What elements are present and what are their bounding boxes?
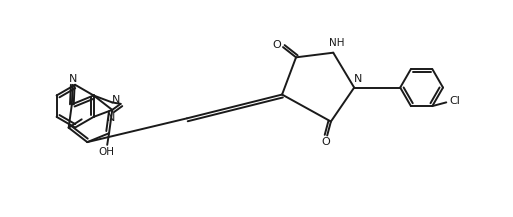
Text: N: N	[69, 74, 77, 84]
Text: Cl: Cl	[449, 95, 460, 105]
Text: N: N	[107, 113, 115, 123]
Text: OH: OH	[98, 147, 114, 157]
Text: N: N	[353, 74, 362, 84]
Text: N: N	[112, 95, 121, 105]
Text: O: O	[321, 137, 330, 148]
Text: NH: NH	[329, 38, 345, 48]
Text: O: O	[272, 40, 281, 50]
